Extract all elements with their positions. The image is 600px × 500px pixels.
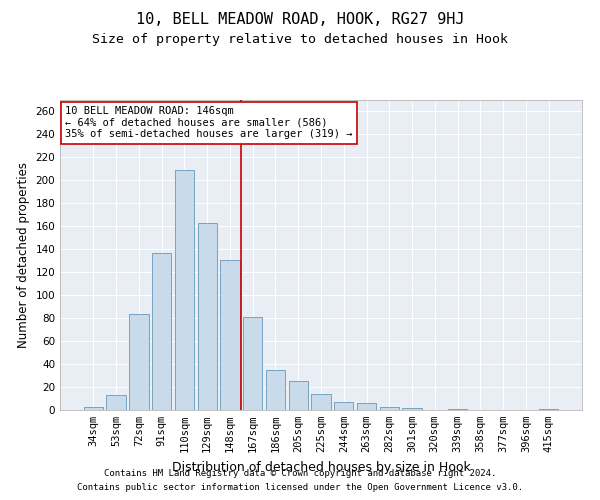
Bar (84, 406, 103, 410)
Bar (311, 394, 331, 410)
Text: Contains public sector information licensed under the Open Government Licence v3: Contains public sector information licen… (77, 484, 523, 492)
Text: Contains HM Land Registry data © Crown copyright and database right 2024.: Contains HM Land Registry data © Crown c… (104, 468, 496, 477)
Text: Size of property relative to detached houses in Hook: Size of property relative to detached ho… (92, 32, 508, 46)
Y-axis label: Number of detached properties: Number of detached properties (17, 162, 30, 348)
Text: 10 BELL MEADOW ROAD: 146sqm
← 64% of detached houses are smaller (586)
35% of se: 10 BELL MEADOW ROAD: 146sqm ← 64% of det… (65, 106, 353, 140)
Bar (197, 223, 217, 410)
Bar (220, 260, 239, 410)
X-axis label: Distribution of detached houses by size in Hook: Distribution of detached houses by size … (172, 460, 470, 473)
Text: 10, BELL MEADOW ROAD, HOOK, RG27 9HJ: 10, BELL MEADOW ROAD, HOOK, RG27 9HJ (136, 12, 464, 28)
Bar (129, 314, 149, 410)
Bar (266, 370, 285, 410)
Bar (357, 403, 376, 410)
Bar (334, 402, 353, 410)
Bar (380, 406, 399, 410)
Bar (152, 252, 172, 410)
Bar (539, 409, 558, 410)
Bar (243, 317, 262, 410)
Bar (403, 408, 422, 410)
Bar (289, 382, 308, 410)
Bar (448, 409, 467, 410)
Bar (175, 170, 194, 410)
Bar (106, 395, 126, 410)
